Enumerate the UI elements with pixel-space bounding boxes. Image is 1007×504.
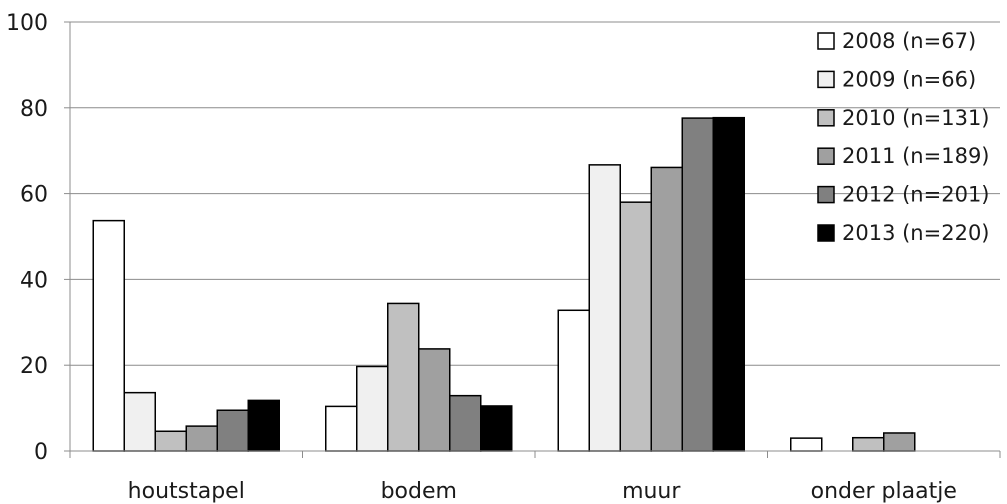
y-tick-label: 0 bbox=[34, 440, 48, 465]
bar-houtstapel-5 bbox=[247, 399, 280, 452]
legend-label: 2009 (n=66) bbox=[842, 67, 976, 91]
axes bbox=[64, 21, 1001, 458]
legend: 2008 (n=67) 2009 (n=66) 2010 (n=131) 2011 (… bbox=[817, 29, 990, 245]
bar-bodem-4 bbox=[449, 394, 482, 452]
bar-muur-1 bbox=[588, 164, 621, 452]
bar-bodem-0 bbox=[325, 405, 358, 452]
x-category-label: houtstapel bbox=[128, 479, 245, 504]
bar-bodem-1 bbox=[356, 365, 389, 452]
bar-muur-3 bbox=[650, 166, 683, 452]
legend-swatch bbox=[817, 185, 835, 204]
legend-swatch bbox=[817, 147, 835, 165]
category-labels: houtstapel bodem muur onder plaatje bbox=[128, 479, 957, 504]
y-tick-label: 80 bbox=[20, 97, 48, 122]
bar-bodem-5 bbox=[480, 405, 513, 452]
bar-onder-plaatje-2 bbox=[852, 436, 885, 452]
bar-muur-2 bbox=[619, 201, 652, 452]
x-category-label: onder plaatje bbox=[811, 479, 957, 504]
y-tick-label: 20 bbox=[20, 354, 48, 379]
bar-houtstapel-2 bbox=[154, 430, 187, 452]
bar-onder-plaatje-3 bbox=[883, 432, 916, 452]
x-category-label: bodem bbox=[381, 479, 457, 504]
legend-label: 2011 (n=189) bbox=[842, 144, 990, 168]
y-tick-label: 60 bbox=[20, 183, 48, 208]
gridlines bbox=[70, 21, 1000, 366]
bar-muur-5 bbox=[712, 116, 745, 452]
legend-label: 2010 (n=131) bbox=[842, 106, 990, 130]
bar-houtstapel-0 bbox=[92, 219, 125, 452]
legend-swatch bbox=[817, 70, 835, 89]
y-tick-label: 40 bbox=[20, 268, 48, 293]
legend-swatch bbox=[817, 32, 835, 50]
legend-label: 2008 (n=67) bbox=[842, 29, 976, 53]
bar-muur-4 bbox=[681, 117, 714, 452]
bar-houtstapel-3 bbox=[185, 425, 218, 452]
legend-swatch bbox=[817, 224, 835, 242]
y-axis-tick-labels: 0 20 40 60 80 100 bbox=[6, 11, 48, 465]
y-tick-label: 100 bbox=[6, 11, 48, 36]
bar-onder-plaatje-0 bbox=[790, 437, 823, 452]
legend-label: 2012 (n=201) bbox=[842, 183, 990, 207]
bar-bodem-3 bbox=[418, 348, 451, 452]
bar-houtstapel-4 bbox=[216, 409, 249, 452]
bar-bodem-2 bbox=[387, 302, 420, 452]
legend-swatch bbox=[817, 109, 835, 127]
bar-houtstapel-1 bbox=[123, 391, 156, 452]
bars bbox=[92, 116, 916, 452]
legend-label: 2013 (n=220) bbox=[842, 221, 990, 245]
bar-muur-0 bbox=[557, 309, 590, 452]
x-category-label: muur bbox=[622, 479, 681, 504]
